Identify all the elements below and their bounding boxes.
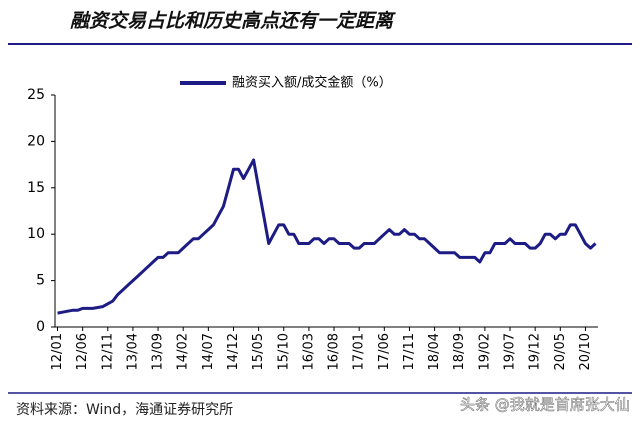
x-tick-label: 13/09	[151, 333, 166, 370]
source-note: 资料来源：Wind，海通证券研究所	[16, 402, 233, 418]
x-tick-label: 18/04	[427, 333, 442, 370]
x-tick-label: 17/01	[352, 333, 367, 370]
legend-label: 融资买入额/成交金额（%）	[232, 75, 392, 91]
x-tick-label: 16/03	[301, 333, 316, 370]
x-tick-label: 20/10	[578, 333, 593, 370]
y-tick-label: 5	[36, 273, 45, 289]
x-tick-label: 15/10	[276, 333, 291, 370]
x-tick-label: 15/05	[251, 333, 266, 370]
x-tick-label: 20/05	[553, 333, 568, 370]
watermark: 头条 @我就是首席张大仙	[460, 396, 630, 414]
x-tick-label: 12/06	[75, 333, 90, 370]
x-tick-label: 16/08	[327, 333, 342, 370]
y-tick-label: 0	[36, 319, 45, 335]
series-line	[57, 158, 597, 315]
x-tick-label: 19/12	[528, 333, 543, 370]
chart-title: 融资交易占比和历史高点还有一定距离	[70, 10, 396, 32]
x-tick-label: 18/09	[452, 333, 467, 370]
x-tick-label: 19/02	[477, 333, 492, 370]
x-tick-label: 14/12	[226, 333, 241, 370]
y-tick-label: 15	[27, 180, 45, 196]
x-tick-label: 14/07	[201, 333, 216, 370]
y-tick-label: 10	[27, 226, 45, 242]
x-tick-label: 13/04	[125, 333, 140, 370]
x-tick-label: 12/11	[100, 333, 115, 370]
x-tick-label: 17/06	[377, 333, 392, 370]
x-tick-label: 12/01	[50, 333, 65, 370]
y-tick-label: 25	[27, 87, 45, 103]
y-tick-label: 20	[27, 133, 45, 149]
x-tick-label: 17/11	[402, 333, 417, 370]
x-tick-label: 19/07	[503, 333, 518, 370]
x-tick-label: 14/02	[176, 333, 191, 370]
